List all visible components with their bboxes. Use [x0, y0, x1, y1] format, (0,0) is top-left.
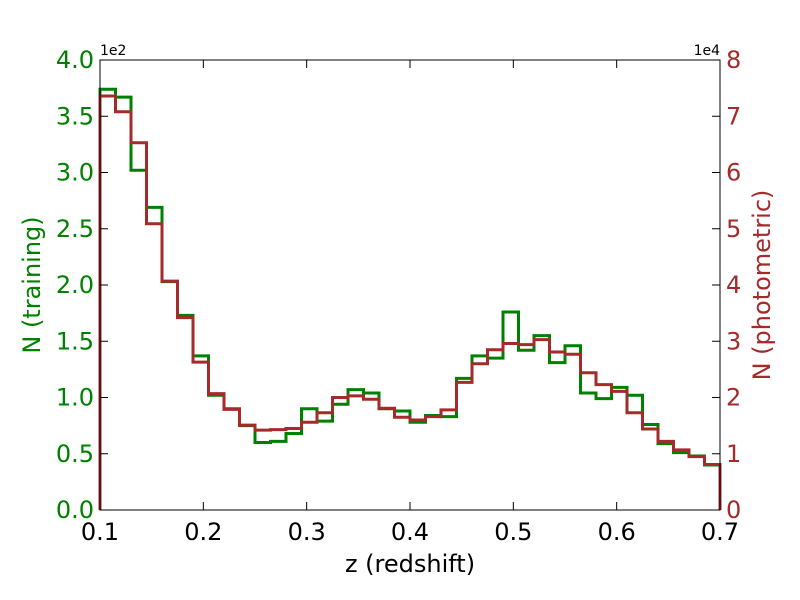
- left-tick-label: 2.5: [56, 215, 94, 243]
- right-axis-label: N (photometric): [748, 190, 776, 381]
- x-tick-label: 0.4: [391, 518, 429, 546]
- right-tick-label: 0: [726, 496, 741, 524]
- axes: 0.1 0.2 0.3 0.4 0.5 0.6 0.7 0.0 0.5 1.0 1.5 2.0 2.5 3…: [56, 46, 741, 546]
- x-axis-label: z (redshift): [345, 550, 475, 578]
- right-tick-label: 7: [726, 102, 741, 130]
- left-tick-label: 1.5: [56, 327, 94, 355]
- x-tick-label: 0.5: [494, 518, 532, 546]
- right-tick-label: 3: [726, 327, 741, 355]
- left-tick-label: 1.0: [56, 384, 94, 412]
- x-tick-label: 0.2: [184, 518, 222, 546]
- right-tick-label: 2: [726, 384, 741, 412]
- x-tick-label: 0.3: [288, 518, 326, 546]
- x-tick-label: 0.6: [598, 518, 636, 546]
- left-tick-label: 2.0: [56, 271, 94, 299]
- right-tick-label: 5: [726, 215, 741, 243]
- left-tick-label: 3.0: [56, 159, 94, 187]
- left-tick-label: 0.5: [56, 440, 94, 468]
- right-tick-label: 8: [726, 46, 741, 74]
- left-axis-multiplier: 1e2: [100, 43, 126, 59]
- left-tick-label: 3.5: [56, 102, 94, 130]
- x-tick-label: 0.1: [81, 518, 119, 546]
- left-tick-label: 4.0: [56, 46, 94, 74]
- right-tick-label: 6: [726, 159, 741, 187]
- left-tick-label: 0.0: [56, 496, 94, 524]
- right-tick-label: 4: [726, 271, 741, 299]
- right-tick-label: 1: [726, 440, 741, 468]
- series-1-step-line: [98, 94, 722, 510]
- plot-area: [98, 87, 722, 510]
- right-axis-multiplier: 1e4: [694, 43, 721, 59]
- x-tick-label: 0.7: [701, 518, 739, 546]
- left-axis-label: N (training): [18, 216, 46, 353]
